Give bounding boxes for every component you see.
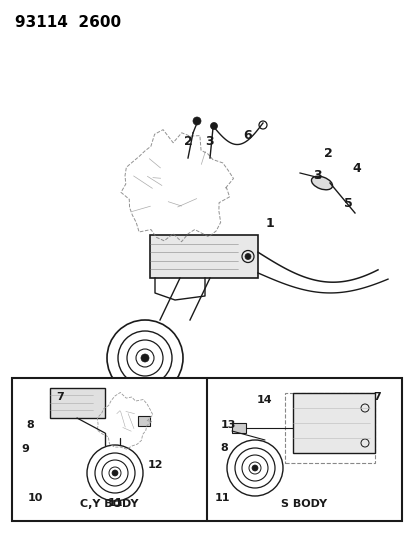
Circle shape: [252, 465, 257, 471]
Text: 11: 11: [107, 498, 122, 508]
Text: 12: 12: [147, 460, 162, 470]
Text: 10: 10: [27, 493, 43, 503]
Ellipse shape: [311, 176, 332, 190]
Text: 2: 2: [183, 134, 192, 148]
Circle shape: [192, 117, 201, 125]
Bar: [50, 388, 105, 418]
Bar: [150, 235, 257, 278]
Text: S BODY: S BODY: [281, 499, 327, 509]
Text: 3: 3: [205, 134, 214, 148]
Text: 93114  2600: 93114 2600: [15, 15, 121, 30]
Bar: [292, 393, 374, 453]
Text: 4: 4: [352, 161, 361, 174]
Bar: [12, 378, 401, 521]
Text: 11: 11: [214, 493, 229, 503]
Text: 7: 7: [56, 392, 64, 402]
Text: 9: 9: [21, 444, 29, 454]
Text: 6: 6: [243, 128, 252, 141]
Text: 14: 14: [256, 395, 272, 405]
Text: C,Y BODY: C,Y BODY: [80, 499, 138, 509]
Text: 2: 2: [323, 147, 332, 159]
Circle shape: [244, 254, 250, 260]
Text: 8: 8: [26, 420, 34, 430]
Circle shape: [210, 123, 217, 130]
Bar: [284, 393, 374, 463]
Circle shape: [112, 470, 118, 476]
Text: 5: 5: [343, 197, 351, 209]
Text: 1: 1: [265, 216, 274, 230]
Text: 7: 7: [372, 392, 380, 402]
Text: 3: 3: [313, 168, 322, 182]
Bar: [231, 423, 245, 433]
Circle shape: [141, 354, 149, 362]
Text: 13: 13: [220, 420, 235, 430]
Text: 8: 8: [220, 443, 227, 453]
Bar: [138, 416, 150, 426]
